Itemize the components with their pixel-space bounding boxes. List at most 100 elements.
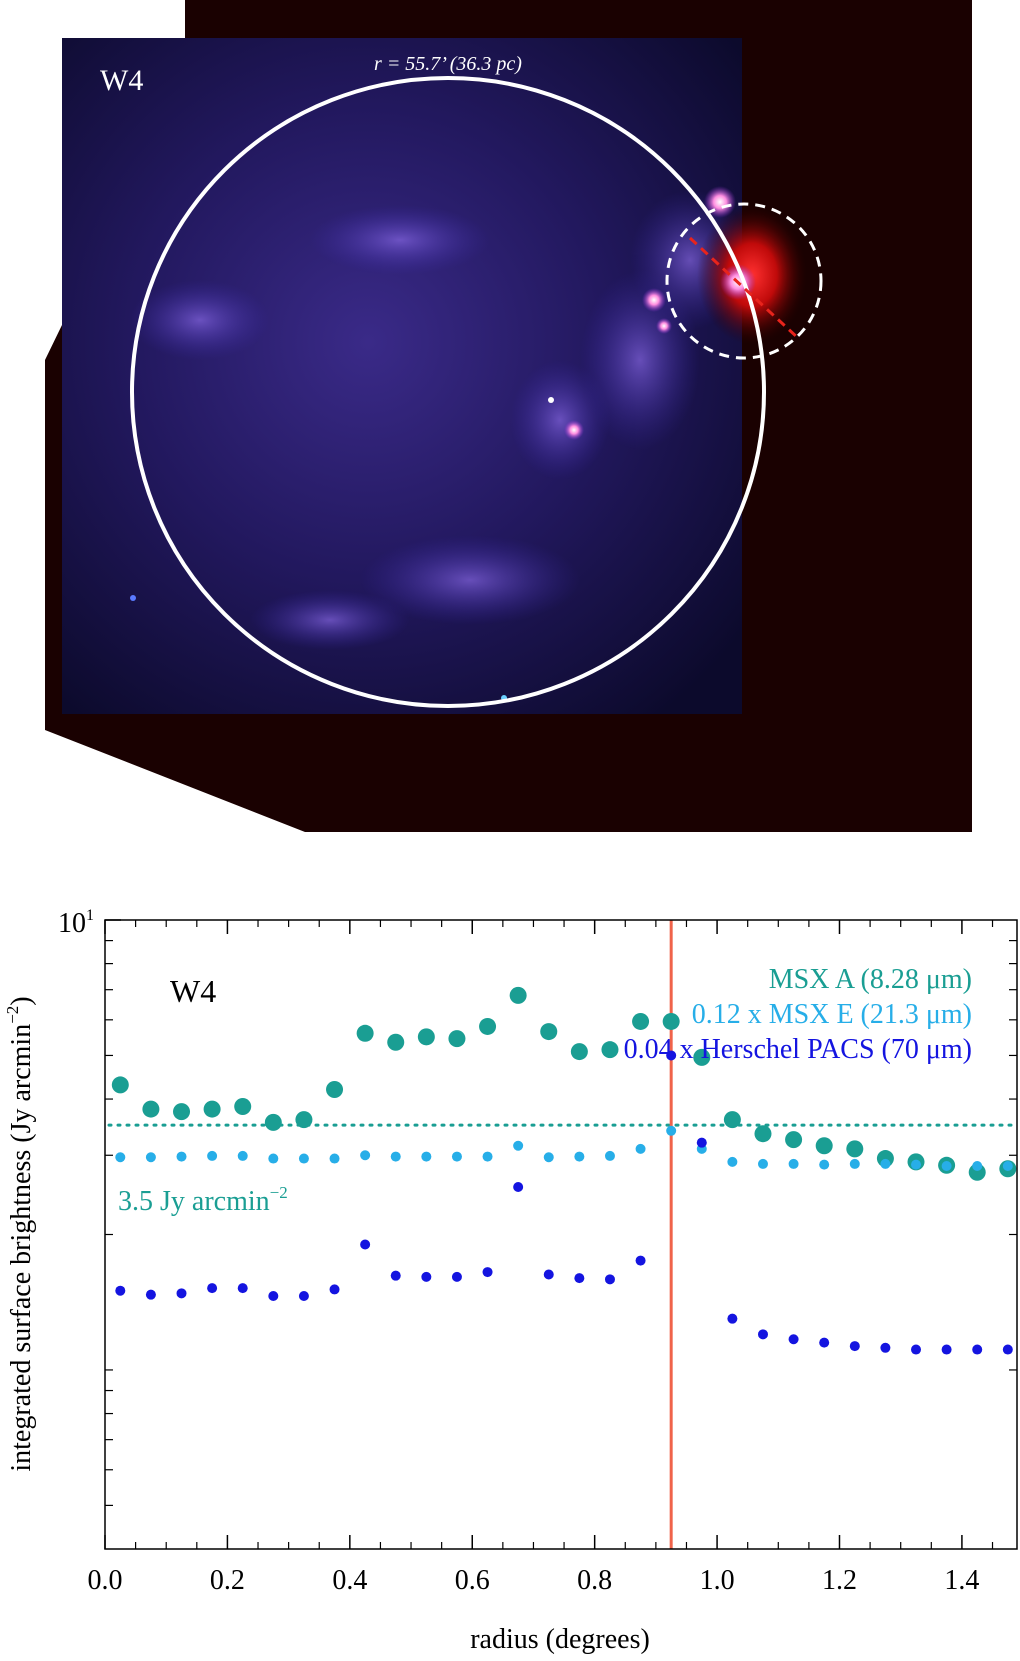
msx-a-point <box>662 1012 680 1030</box>
msx-e-point <box>972 1160 983 1171</box>
msx-a-point <box>785 1131 803 1149</box>
msx-e-point <box>482 1151 493 1162</box>
pacs-point <box>574 1273 585 1284</box>
msx-e-point <box>360 1150 371 1161</box>
pacs-point <box>451 1271 462 1282</box>
msx-e-point <box>911 1159 922 1170</box>
msx-a-point <box>173 1103 191 1121</box>
pacs-point <box>604 1274 615 1285</box>
pacs-point <box>757 1329 768 1340</box>
pacs-point <box>635 1255 646 1266</box>
pacs-point <box>360 1239 371 1250</box>
msx-a-point <box>203 1100 221 1118</box>
msx-e-point <box>543 1152 554 1163</box>
pacs-point <box>482 1267 493 1278</box>
msx-a-point <box>815 1137 833 1155</box>
legend-entry-msx-a: MSX A (8.28 μm) <box>769 964 972 995</box>
msx-e-point <box>1002 1160 1013 1171</box>
pacs-point <box>788 1334 799 1345</box>
reference-line-label: 3.5 Jy arcmin−2 <box>118 1183 288 1217</box>
pacs-point <box>880 1342 891 1353</box>
msx-e-point <box>727 1156 738 1167</box>
pacs-point <box>237 1283 248 1294</box>
legend-entry-pacs: 0.04 x Herschel PACS (70 μm) <box>624 1034 972 1065</box>
pacs-point <box>941 1344 952 1355</box>
pacs-point <box>513 1182 524 1193</box>
pacs-point <box>329 1284 340 1295</box>
msx-a-point <box>356 1024 374 1042</box>
msx-e-point <box>268 1153 279 1164</box>
msx-e-point <box>757 1158 768 1169</box>
msx-a-point <box>540 1023 558 1041</box>
msx-a-point <box>417 1028 435 1046</box>
msx-e-point <box>666 1125 677 1136</box>
msx-a-point <box>723 1111 741 1129</box>
panel-label: W4 <box>170 973 216 1009</box>
msx-a-point <box>111 1076 129 1094</box>
msx-e-point <box>115 1152 126 1163</box>
msx-a-point <box>234 1098 252 1116</box>
pacs-point <box>972 1344 983 1355</box>
red-cut-line <box>688 236 800 340</box>
infrared-image-panel: W4 r = 55.7’ (36.3 pc) <box>45 0 972 832</box>
msx-e-point <box>237 1150 248 1161</box>
msx-e-point <box>451 1151 462 1162</box>
msx-e-point <box>880 1158 891 1169</box>
msx-a-point <box>326 1081 344 1099</box>
infrared-image: W4 r = 55.7’ (36.3 pc) <box>45 0 972 832</box>
msx-e-point <box>145 1152 156 1163</box>
axis-ticks <box>104 919 1017 1549</box>
pacs-point <box>543 1269 554 1280</box>
msx-a-point <box>142 1100 160 1118</box>
pacs-point <box>207 1283 218 1294</box>
pacs-point <box>696 1137 707 1148</box>
pacs-point <box>911 1344 922 1355</box>
pacs-point <box>390 1270 401 1281</box>
image-label: W4 <box>100 64 143 97</box>
msx-e-point <box>176 1151 187 1162</box>
msx-a-point <box>754 1125 772 1143</box>
y-tick-label-10: 101 <box>58 907 94 939</box>
msx-e-point <box>207 1150 218 1161</box>
msx-e-point <box>941 1160 952 1171</box>
pacs-point <box>1002 1344 1013 1355</box>
msx-e-point <box>298 1153 309 1164</box>
series-layer <box>111 986 1017 1355</box>
msx-a-point <box>570 1043 588 1061</box>
x-tick-label: 0.6 <box>455 1565 490 1596</box>
msx-a-point <box>601 1041 619 1059</box>
nebula-filaments <box>130 190 750 650</box>
pacs-point <box>268 1290 279 1301</box>
x-tick-label: 0.2 <box>210 1565 245 1596</box>
pacs-point <box>145 1289 156 1300</box>
msx-a-point <box>264 1113 282 1131</box>
x-tick-label: 1.4 <box>944 1565 979 1596</box>
radial-profile-chart: 0.0 0.2 0.4 0.6 0.8 1.0 1.2 1.4 101 W4 MSX A (8… <box>3 907 1019 1655</box>
pacs-point <box>176 1288 187 1299</box>
msx-e-point <box>574 1151 585 1162</box>
msx-a-point <box>632 1012 650 1030</box>
shell-circle <box>130 76 766 708</box>
msx-e-point <box>788 1158 799 1169</box>
pacs-point <box>849 1341 860 1352</box>
chart-panel: 0.0 0.2 0.4 0.6 0.8 1.0 1.2 1.4 101 W4 MSX A (8… <box>0 880 1020 1656</box>
pacs-point <box>819 1337 830 1348</box>
pacs-point <box>421 1271 432 1282</box>
pacs-point <box>298 1290 309 1301</box>
pacs-point <box>115 1285 126 1296</box>
msx-a-point <box>295 1111 313 1129</box>
msx-e-point <box>513 1140 524 1151</box>
msx-e-point <box>635 1143 646 1154</box>
plot-frame <box>104 919 1018 1550</box>
msx-a-point <box>448 1030 466 1048</box>
msx-e-point <box>329 1153 340 1164</box>
msx-e-point <box>604 1150 615 1161</box>
msx-a-point <box>509 986 527 1004</box>
legend-entry-msx-e: 0.12 x MSX E (21.3 μm) <box>692 999 972 1030</box>
msx-a-point <box>479 1017 497 1035</box>
secondary-dashed-circle <box>665 202 823 360</box>
x-tick-label: 1.0 <box>700 1565 735 1596</box>
x-axis-label: radius (degrees) <box>470 1624 650 1655</box>
x-tick-label: 0.0 <box>88 1565 123 1596</box>
msx-a-point <box>846 1140 864 1158</box>
